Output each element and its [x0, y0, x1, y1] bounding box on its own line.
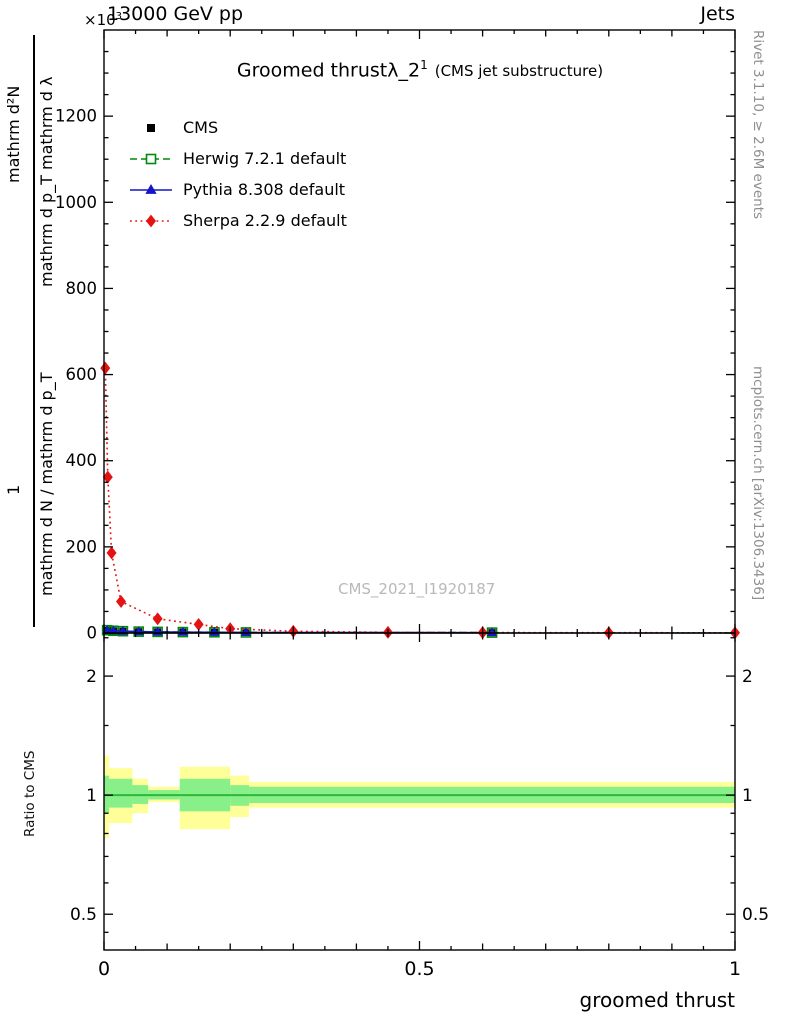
y-axis-scale-exponent: ×103 — [84, 11, 122, 29]
axis-ticks: 0 200 400 600 800 1000 1200 0.5 0.5 1 1 2 2 0 0.5 1 — [55, 30, 769, 980]
tick-label: 400 — [66, 451, 98, 470]
analysis-group-label: Jets — [700, 3, 735, 25]
tick-label: 0.5 — [404, 958, 434, 980]
tick-label: 0.5 — [742, 905, 769, 925]
tick-label: 0 — [98, 958, 110, 980]
scale-exp: 3 — [115, 11, 123, 22]
x-axis-title: groomed thrust — [579, 988, 735, 1012]
scale-base: ×10 — [84, 11, 116, 29]
pythia-marker-icon — [130, 183, 172, 194]
tick-label: 2 — [742, 667, 753, 687]
title-observable: λ_2 — [387, 59, 421, 82]
y-axis-title-prefix-denominator: mathrm d N / mathrm d p_T — [37, 372, 56, 596]
title-note: (CMS jet substructure) — [434, 62, 604, 81]
tick-label: 0.5 — [70, 905, 97, 925]
y-axis-title-denominator: mathrm d p_T mathrm d λ — [37, 76, 56, 288]
title-text: Groomed thrust — [236, 59, 388, 82]
cms-marker-icon — [147, 123, 155, 132]
legend-item-cms: CMS — [128, 112, 347, 143]
tick-label: 1 — [86, 786, 97, 806]
herwig-marker-icon — [130, 153, 172, 164]
tick-label: 0 — [87, 624, 98, 643]
legend-item-sherpa: Sherpa 2.2.9 default — [128, 205, 347, 236]
legend-label-sherpa: Sherpa 2.2.9 default — [183, 211, 347, 230]
title-superscript: 1 — [420, 58, 428, 72]
analysis-id-watermark: CMS_2021_I1920187 — [338, 580, 496, 598]
tick-label: 800 — [66, 279, 98, 298]
legend-label-herwig: Herwig 7.2.1 default — [183, 149, 347, 168]
rivet-version-note: Rivet 3.1.10, ≥ 2.6M events — [750, 30, 766, 220]
legend-item-herwig: Herwig 7.2.1 default — [128, 143, 347, 174]
plot-title: Groomed thrustλ_21 (CMS jet substructure) — [237, 58, 603, 81]
tick-label: 1 — [729, 958, 741, 980]
y-axis-title-numerator: mathrm d²N — [4, 85, 23, 184]
ratio-band-inner — [109, 778, 133, 808]
legend-item-pythia: Pythia 8.308 default — [128, 174, 347, 205]
tick-label: 600 — [66, 365, 98, 384]
tick-label: 1200 — [55, 107, 97, 126]
tick-label: 1 — [742, 786, 753, 806]
ratio-bands — [104, 755, 735, 838]
sherpa-marker-icon — [130, 214, 172, 227]
legend-label-cms: CMS — [183, 118, 219, 137]
ratio-y-axis-title: Ratio to CMS — [22, 750, 38, 838]
legend-label-pythia: Pythia 8.308 default — [183, 180, 346, 199]
tick-label: 2 — [86, 667, 97, 687]
tick-label: 200 — [66, 537, 98, 556]
tick-label: 1000 — [55, 193, 97, 212]
beam-energy-label: 13000 GeV pp — [107, 3, 244, 25]
mcplots-attribution-note: mcplots.cern.ch [arXiv:1306.3436] — [750, 366, 766, 601]
legend: CMS Herwig 7.2.1 default Pythia 8.308 de… — [128, 112, 347, 236]
y-axis-fraction-bar — [33, 35, 35, 627]
y-axis-title-prefix-one: 1 — [4, 484, 23, 496]
